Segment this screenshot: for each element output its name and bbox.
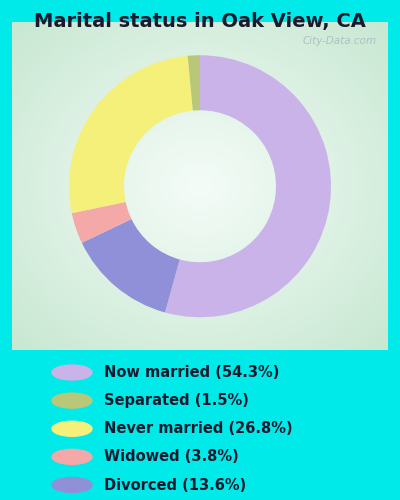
Text: Separated (1.5%): Separated (1.5%) bbox=[104, 393, 249, 408]
Circle shape bbox=[52, 421, 92, 436]
Text: Marital status in Oak View, CA: Marital status in Oak View, CA bbox=[34, 12, 366, 32]
Text: Now married (54.3%): Now married (54.3%) bbox=[104, 365, 279, 380]
Text: Widowed (3.8%): Widowed (3.8%) bbox=[104, 450, 239, 464]
Circle shape bbox=[52, 393, 92, 408]
Text: Never married (26.8%): Never married (26.8%) bbox=[104, 421, 293, 436]
Circle shape bbox=[52, 450, 92, 464]
Circle shape bbox=[52, 365, 92, 380]
Text: Divorced (13.6%): Divorced (13.6%) bbox=[104, 478, 246, 492]
Circle shape bbox=[52, 478, 92, 492]
Wedge shape bbox=[82, 219, 180, 312]
Text: City-Data.com: City-Data.com bbox=[302, 36, 377, 46]
Wedge shape bbox=[72, 202, 132, 243]
Wedge shape bbox=[165, 55, 331, 317]
Wedge shape bbox=[188, 55, 200, 110]
Wedge shape bbox=[69, 56, 193, 213]
